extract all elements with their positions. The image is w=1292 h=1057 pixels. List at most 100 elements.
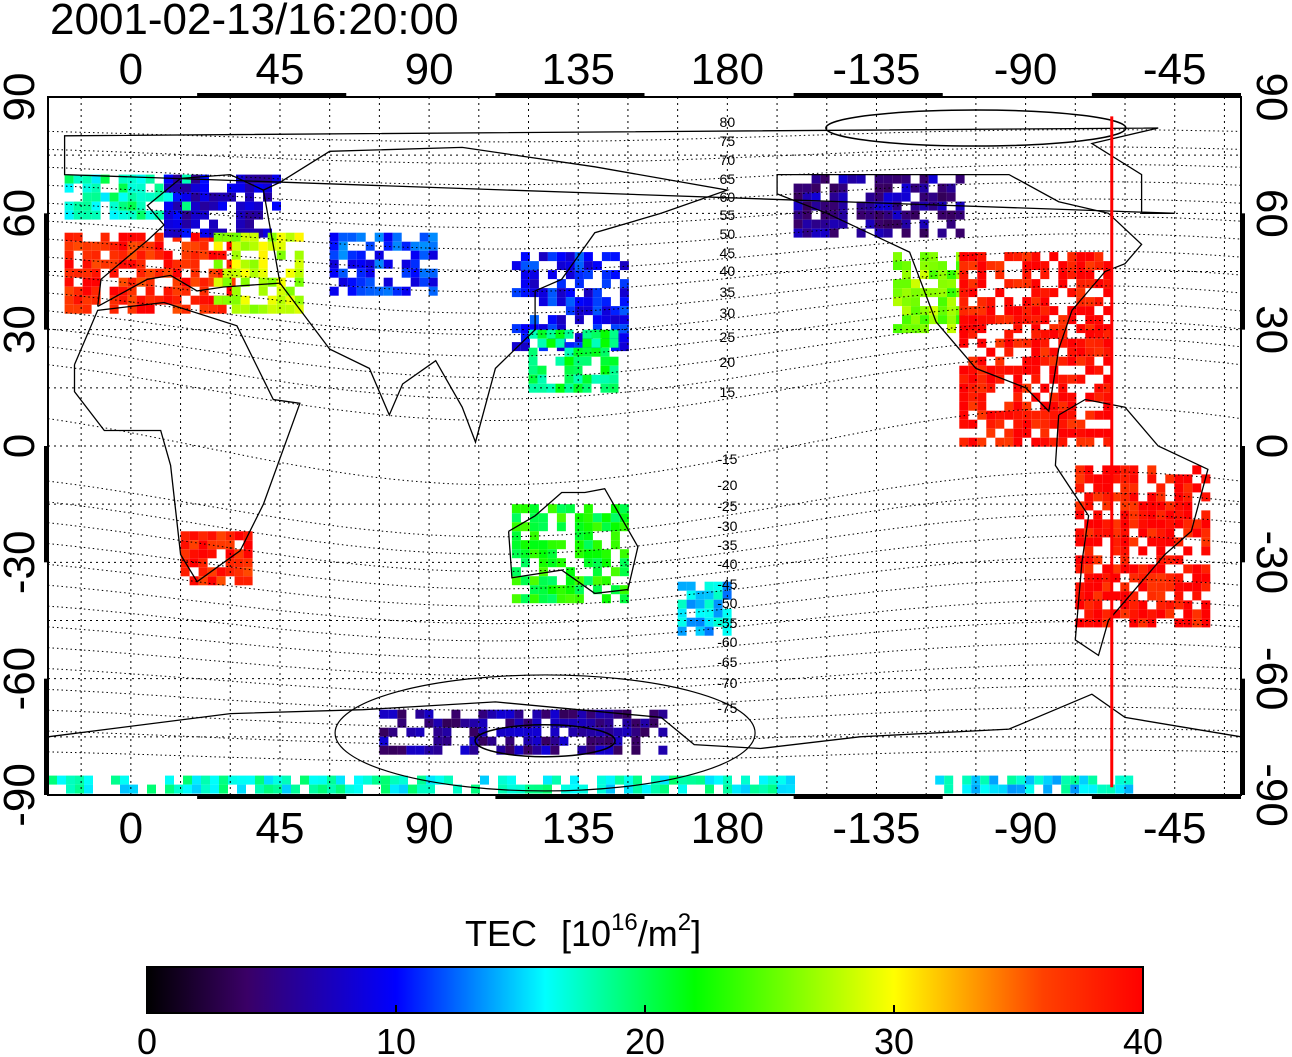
tec-cell [893,288,902,298]
tec-cell [604,709,614,719]
tec-cell [947,324,956,334]
tec-cell [406,745,416,755]
tec-cell [538,585,548,595]
tec-cell [191,192,200,202]
tec-cell [619,324,629,334]
tec-cell [1129,591,1139,601]
tec-cell [883,183,893,193]
tec-cell [272,201,281,211]
tec-cell [529,585,539,595]
tec-cell [528,347,538,357]
tec-cell [227,192,236,202]
tec-cell [399,775,408,785]
tec-cell [989,784,999,794]
tec-cell [865,219,875,229]
tec-cell [595,718,605,728]
tec-cell [687,775,696,785]
tec-cell [136,174,146,184]
tec-cell [392,241,402,251]
tec-cell [208,304,218,314]
tec-cell [920,252,929,262]
tec-cell [309,775,318,785]
tec-cell [959,383,969,393]
tec-cell [902,297,911,307]
tec-cell [592,585,602,595]
tec-cell [145,241,155,251]
tec-cell [1103,356,1113,366]
tec-cell [1013,306,1023,316]
tec-cell [356,232,366,242]
tec-cell [793,219,803,229]
tec-cell [856,210,866,220]
tec-cell [574,279,584,289]
tec-cell [962,784,972,794]
tec-cell [1013,279,1023,289]
tec-cell [595,727,605,737]
tec-cell [1067,338,1077,348]
tec-cell [874,210,884,220]
tec-cell [820,228,830,238]
tec-cell [109,268,119,278]
tec-cell [415,727,425,737]
contour-line [47,198,1242,229]
tec-cell [201,784,210,794]
tec-cell [1049,288,1059,298]
tec-cell [243,576,253,586]
contour-line [47,728,1242,746]
tec-cell [73,268,83,278]
tec-cell [1058,392,1068,402]
tec-cell [1102,564,1112,574]
tec-cell [1174,474,1184,484]
tec-cell [604,718,614,728]
tec-cell [552,775,561,785]
tec-cell [1031,374,1041,384]
tec-cell [163,286,173,296]
tec-cell [1094,428,1104,438]
tec-cell [574,252,584,262]
tec-cell [419,241,429,251]
tec-cell [520,549,530,559]
contour-label-south: -60 [717,634,737,650]
tec-cell [100,241,110,251]
tec-cell [609,338,619,348]
tec-cell [254,174,263,184]
tec-cell [1013,419,1023,429]
tec-cell [538,576,548,586]
tec-cell [722,617,732,627]
tec-cell [231,250,241,260]
tec-cell [173,228,182,238]
tec-cell [1031,261,1041,271]
tec-cell [1031,324,1041,334]
tec-cell [1040,347,1050,357]
contour-label-south: -20 [717,477,737,493]
tec-cell [217,304,227,314]
tec-cell [66,775,75,785]
tec-cell [191,219,200,229]
tec-cell [1067,401,1077,411]
tec-cell [164,201,173,211]
tec-cell [658,727,668,737]
tec-cell [505,709,515,719]
frame-bar-bottom [1091,794,1241,799]
tec-cell [959,297,969,307]
tec-cell [1031,329,1041,339]
tec-cell [64,277,74,287]
coastline-north-america [776,173,1143,413]
tec-cell [1094,365,1104,375]
tec-cell [109,250,119,260]
tec-cell [1085,410,1095,420]
tec-cell [207,576,217,586]
tec-cell [164,174,173,184]
tec-cell [1165,537,1175,547]
tec-cell [356,277,366,287]
tec-cell [713,608,723,618]
tec-cell [1103,329,1113,339]
tec-cell [911,315,920,325]
tec-cell [1129,492,1139,502]
contour-label-south: -45 [717,576,737,592]
tec-cell [601,270,611,280]
tec-cell [231,268,241,278]
tec-cell [365,241,375,251]
tec-cell [406,727,416,737]
